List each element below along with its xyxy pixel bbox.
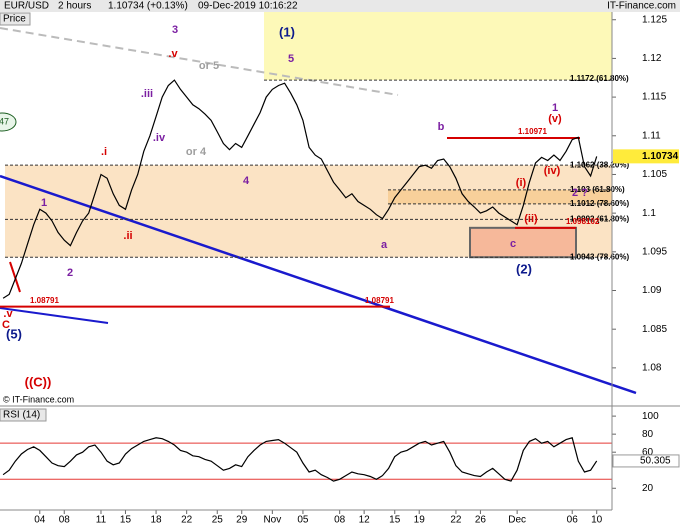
x-tick-label: 18 bbox=[150, 515, 162, 526]
price-title: Price bbox=[3, 14, 26, 25]
wave-label: 5 bbox=[288, 53, 294, 65]
wave-label: .v bbox=[3, 308, 13, 320]
trend-line bbox=[9, 261, 21, 293]
inner-zone bbox=[388, 189, 612, 204]
target-zone bbox=[264, 12, 612, 81]
fib-label: 1.1062 (38.20%) bbox=[570, 160, 629, 169]
wave-label: 4 bbox=[243, 175, 250, 187]
trend-line bbox=[0, 174, 637, 395]
y-tick-label: 100 bbox=[642, 411, 659, 422]
x-tick-label: 15 bbox=[389, 515, 401, 526]
x-tick-label: Nov bbox=[263, 515, 281, 526]
header-bar bbox=[0, 0, 680, 12]
wave-label: 1 bbox=[41, 197, 47, 209]
y-tick-label: 60 bbox=[642, 447, 654, 458]
wave-label: .i bbox=[101, 146, 107, 158]
wave-label: or 5 bbox=[199, 60, 219, 72]
wave-label: 3 bbox=[172, 24, 178, 36]
x-tick-label: 06 bbox=[567, 515, 579, 526]
fib-label: 1.1172 (61.80%) bbox=[570, 74, 629, 83]
wave-label: 47 bbox=[0, 116, 9, 126]
wave-label: 2 bbox=[67, 267, 73, 279]
red-level-label: 1.08791 bbox=[365, 296, 394, 305]
price-title-box bbox=[0, 12, 31, 26]
y-tick-label: 1.095 bbox=[642, 246, 667, 257]
quote: 1.10734 (+0.13%) bbox=[108, 1, 188, 12]
x-tick-label: 05 bbox=[297, 515, 309, 526]
wave-label: or 4 bbox=[186, 146, 207, 158]
x-tick-label: 08 bbox=[59, 515, 71, 526]
wave-label: (5) bbox=[6, 326, 22, 341]
red-level-label: 1.10971 bbox=[518, 127, 547, 136]
red-level-label: 1.098102 bbox=[566, 217, 600, 226]
red-level-label: 1.08791 bbox=[30, 296, 59, 305]
y-tick-label: 1.11 bbox=[642, 130, 661, 141]
wave-label: (2) bbox=[516, 261, 532, 276]
x-tick-label: 04 bbox=[34, 515, 46, 526]
fib-label: 1.1012 (78.60%) bbox=[570, 199, 629, 208]
fib-label: 1.103 (61.80%) bbox=[570, 185, 625, 194]
wave-label: (1) bbox=[279, 24, 295, 39]
wave-label: c bbox=[510, 238, 516, 250]
y-tick-label: 1.125 bbox=[642, 14, 667, 25]
y-tick-label: 80 bbox=[642, 429, 654, 440]
x-tick-label: 29 bbox=[236, 515, 248, 526]
x-tick-label: 22 bbox=[450, 515, 462, 526]
plot-layer: 1.1172 (61.80%) 1.1062 (38.20%) 1.103 (61.… bbox=[0, 12, 680, 526]
y-tick-label: 1.12 bbox=[642, 53, 662, 64]
x-tick-label: 26 bbox=[475, 515, 487, 526]
wave-label: C bbox=[2, 319, 10, 331]
y-tick-label: 1.105 bbox=[642, 169, 667, 180]
last-price-box bbox=[613, 149, 679, 164]
last-rsi-label: 50.305 bbox=[640, 456, 671, 467]
wave-label: ((C)) bbox=[25, 374, 52, 389]
x-tick-label: 08 bbox=[334, 515, 346, 526]
y-tick-label: 1.115 bbox=[642, 92, 667, 103]
wave-label: .v bbox=[168, 48, 178, 60]
x-tick-label: Dec bbox=[508, 515, 526, 526]
wave-label: (iv) bbox=[544, 165, 561, 177]
x-tick-label: 11 bbox=[96, 515, 107, 526]
timeframe: 2 hours bbox=[58, 1, 91, 12]
x-tick-label: 22 bbox=[181, 515, 193, 526]
y-tick-label: 20 bbox=[642, 483, 654, 494]
rsi-line bbox=[2, 437, 598, 482]
wave-label: (v) bbox=[548, 113, 562, 125]
rsi-title: RSI (14) bbox=[3, 410, 40, 421]
fib-label: 1.0943 (78.60%) bbox=[570, 252, 629, 261]
rsi-title-box bbox=[0, 408, 47, 422]
brand: IT-Finance.com bbox=[607, 1, 676, 12]
x-tick-label: 15 bbox=[120, 515, 132, 526]
wave-label: .iv bbox=[153, 132, 166, 144]
c-zone bbox=[469, 226, 577, 259]
wave-label: (i) bbox=[516, 177, 527, 189]
wave-label: 1 bbox=[552, 102, 558, 114]
y-tick-label: 1.08 bbox=[642, 363, 662, 374]
wave-label: b bbox=[438, 121, 445, 133]
x-tick-label: 10 bbox=[591, 515, 603, 526]
x-tick-label: 25 bbox=[212, 515, 224, 526]
trend-line bbox=[0, 27, 399, 96]
trend-line bbox=[0, 307, 109, 324]
last-price-label: 1.10734 bbox=[642, 151, 679, 162]
price-line bbox=[2, 79, 598, 299]
x-tick-label: 12 bbox=[359, 515, 371, 526]
x-tick-label: 19 bbox=[414, 515, 426, 526]
y-tick-label: 1.09 bbox=[642, 285, 662, 296]
wave-label: .ii bbox=[123, 230, 132, 242]
instrument: EUR/USD bbox=[4, 1, 49, 12]
last-rsi-box bbox=[612, 454, 680, 468]
fib-label: 1.0992 (61.80%) bbox=[570, 214, 629, 223]
y-tick-label: 1.1 bbox=[642, 208, 656, 219]
wave-label: 2 ? bbox=[572, 187, 588, 199]
wave-circle bbox=[0, 112, 17, 132]
wave-label: .iii bbox=[141, 88, 153, 100]
datetime: 09-Dec-2019 10:16:22 bbox=[198, 1, 298, 12]
wave-label: (ii) bbox=[524, 213, 538, 225]
y-tick-label: 1.085 bbox=[642, 324, 667, 335]
wave-label: a bbox=[381, 239, 388, 251]
copyright: © IT-Finance.com bbox=[3, 394, 74, 404]
